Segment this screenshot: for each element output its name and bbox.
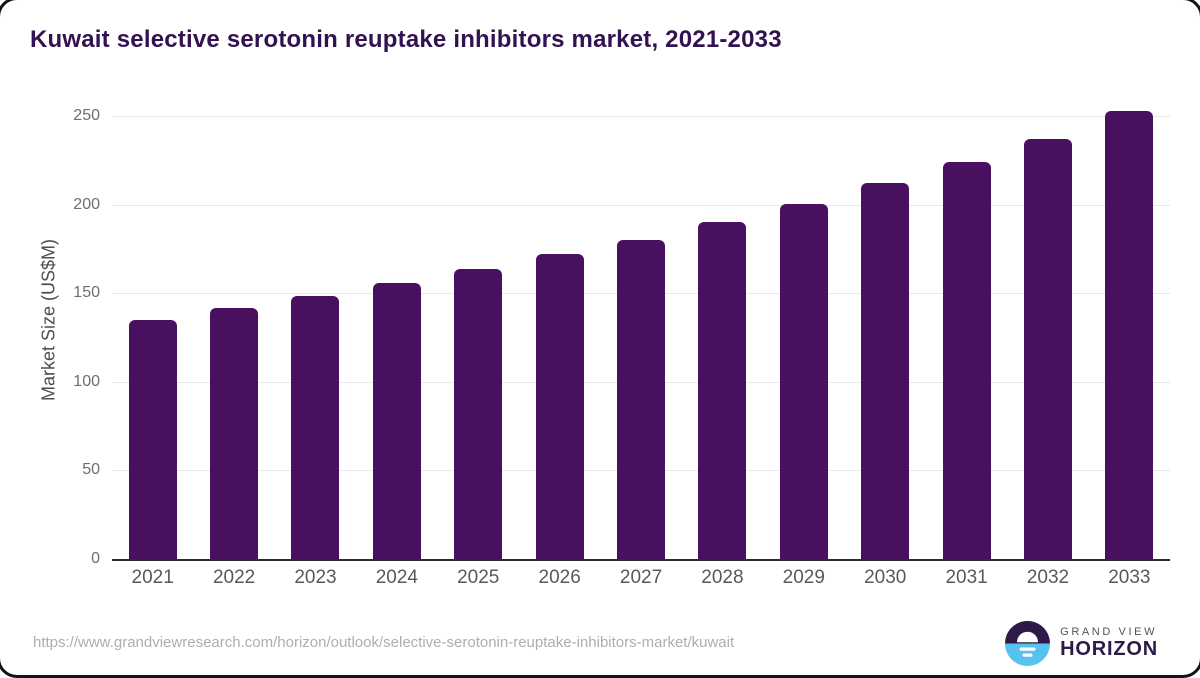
bar-2027[interactable] (617, 239, 666, 559)
x-tick-label-2032: 2032 (1026, 567, 1070, 588)
bar-2030[interactable] (861, 182, 910, 559)
bar-2032[interactable] (1023, 139, 1072, 559)
bar-2031[interactable] (942, 161, 991, 559)
bar-2023[interactable] (291, 296, 340, 559)
bar-column-2033 (1089, 111, 1170, 559)
bar-column-2030 (845, 116, 926, 559)
x-tick-label-2023: 2023 (294, 567, 337, 588)
bar-column-2027 (600, 116, 681, 559)
x-tick-label-2021: 2021 (131, 567, 174, 588)
y-tick-label-150: 150 (73, 284, 100, 302)
bar-column-2031 (926, 116, 1007, 559)
brand-logo: GRAND VIEW HORIZON (1005, 621, 1158, 666)
x-tick-label-2026: 2026 (538, 567, 581, 588)
x-tick-label-2027: 2027 (619, 567, 663, 588)
x-tick-label-2031: 2031 (945, 567, 988, 588)
bar-2028[interactable] (698, 221, 747, 559)
bar-column-2021 (112, 116, 193, 559)
bar-column-2028 (682, 116, 763, 559)
bar-2029[interactable] (779, 203, 828, 559)
x-tick-label-2030: 2030 (864, 567, 907, 588)
bar-column-2029 (763, 116, 844, 559)
bar-column-2022 (193, 116, 274, 559)
plot-area (112, 111, 1170, 561)
bar-2021[interactable] (128, 320, 177, 559)
bar-column-2023 (275, 116, 356, 559)
gridline-250 (112, 116, 1170, 117)
x-tick-label-2025: 2025 (457, 567, 500, 588)
x-tick-label-2028: 2028 (701, 567, 744, 588)
y-tick-label-0: 0 (91, 550, 100, 567)
bar-2026[interactable] (535, 254, 584, 559)
y-tick-label-50: 50 (82, 461, 100, 479)
y-tick-label-200: 200 (73, 195, 100, 213)
brand-wordmark: GRAND VIEW HORIZON (1060, 626, 1158, 662)
chart-title: Kuwait selective serotonin reuptake inhi… (30, 26, 782, 53)
brand-horizon-text: HORIZON (1060, 638, 1158, 661)
horizon-sun-logo-icon (1005, 621, 1051, 666)
y-axis-tick-labels: 0 50 100 150 200 250 (30, 107, 100, 567)
bar-2033[interactable] (1105, 111, 1154, 559)
bar-column-2032 (1007, 116, 1088, 559)
y-tick-label-250: 250 (73, 107, 100, 124)
bar-2022[interactable] (210, 308, 259, 559)
y-tick-label-100: 100 (73, 372, 100, 390)
brand-grand-view-text: GRAND VIEW (1060, 625, 1158, 638)
bar-2025[interactable] (454, 269, 503, 559)
bar-series (112, 111, 1170, 559)
x-axis-tick-labels: 2021 2022 2023 2024 2025 2026 2027 2028 2029 2030… (112, 567, 1170, 589)
bar-column-2026 (519, 116, 600, 559)
x-tick-label-2029: 2029 (782, 567, 825, 588)
bar-column-2024 (356, 116, 437, 559)
bar-column-2025 (438, 116, 519, 559)
x-tick-label-2033: 2033 (1108, 567, 1151, 588)
x-tick-label-2024: 2024 (375, 567, 418, 588)
gridline-200 (112, 204, 1170, 206)
bar-2024[interactable] (372, 282, 421, 559)
source-url-text: https://www.grandviewresearch.com/horizo… (33, 634, 735, 651)
x-tick-label-2022: 2022 (212, 567, 256, 588)
